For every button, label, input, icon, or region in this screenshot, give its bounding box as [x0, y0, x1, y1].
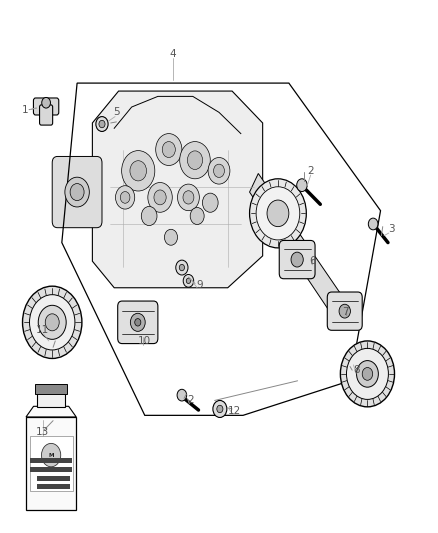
Circle shape	[186, 278, 191, 284]
Circle shape	[179, 264, 184, 271]
Circle shape	[65, 177, 89, 207]
Text: 6: 6	[310, 256, 316, 266]
Circle shape	[339, 304, 350, 318]
Text: 9: 9	[196, 280, 203, 290]
Circle shape	[187, 151, 203, 169]
Circle shape	[202, 193, 218, 212]
Circle shape	[176, 260, 188, 275]
Circle shape	[131, 313, 145, 332]
Polygon shape	[250, 173, 346, 322]
Bar	[26, 417, 76, 510]
Text: 11: 11	[35, 325, 49, 335]
FancyBboxPatch shape	[52, 157, 102, 228]
Polygon shape	[92, 91, 263, 288]
Circle shape	[130, 161, 147, 181]
Text: 7: 7	[343, 306, 349, 317]
Circle shape	[154, 190, 166, 205]
Circle shape	[38, 305, 66, 340]
Text: 2: 2	[307, 166, 314, 176]
Circle shape	[177, 389, 187, 401]
Text: M: M	[48, 453, 54, 458]
Bar	[30, 467, 72, 472]
Circle shape	[357, 361, 378, 387]
FancyBboxPatch shape	[118, 301, 158, 344]
Text: 4: 4	[170, 49, 177, 59]
Bar	[37, 392, 65, 407]
Text: 3: 3	[388, 224, 395, 235]
Text: 8: 8	[353, 365, 360, 375]
Circle shape	[267, 200, 289, 227]
Circle shape	[213, 400, 227, 417]
Circle shape	[96, 117, 108, 132]
Circle shape	[70, 183, 84, 200]
FancyBboxPatch shape	[279, 240, 315, 279]
Bar	[29, 435, 73, 491]
Circle shape	[183, 191, 194, 204]
Text: 12: 12	[228, 406, 241, 416]
FancyBboxPatch shape	[33, 98, 59, 115]
FancyBboxPatch shape	[327, 292, 362, 330]
Circle shape	[177, 184, 199, 211]
Bar	[37, 484, 70, 489]
Text: 13: 13	[35, 427, 49, 438]
Circle shape	[122, 151, 155, 191]
Circle shape	[120, 191, 130, 203]
Bar	[37, 476, 70, 481]
Text: 2: 2	[187, 395, 194, 406]
Circle shape	[250, 179, 306, 248]
Circle shape	[162, 142, 175, 158]
Circle shape	[135, 319, 141, 326]
Circle shape	[256, 187, 300, 240]
Bar	[30, 458, 72, 463]
Text: 10: 10	[138, 336, 152, 346]
Circle shape	[22, 286, 82, 359]
Circle shape	[368, 218, 378, 230]
Circle shape	[42, 443, 61, 467]
Circle shape	[45, 314, 59, 331]
Circle shape	[291, 252, 303, 267]
Circle shape	[155, 134, 182, 165]
Circle shape	[183, 274, 194, 287]
Circle shape	[99, 120, 105, 128]
Bar	[35, 384, 67, 393]
Circle shape	[29, 295, 75, 350]
Text: 1: 1	[21, 104, 28, 115]
Circle shape	[346, 349, 389, 399]
Circle shape	[297, 179, 307, 191]
Circle shape	[340, 341, 395, 407]
Circle shape	[180, 142, 210, 179]
Circle shape	[141, 206, 157, 225]
Circle shape	[116, 185, 135, 209]
FancyBboxPatch shape	[39, 105, 53, 125]
Polygon shape	[26, 406, 76, 417]
Circle shape	[362, 368, 373, 380]
Circle shape	[217, 405, 223, 413]
Text: 5: 5	[113, 107, 120, 117]
Circle shape	[214, 164, 224, 177]
Circle shape	[190, 207, 204, 224]
Circle shape	[164, 229, 177, 245]
Circle shape	[208, 158, 230, 184]
Circle shape	[42, 98, 50, 108]
Circle shape	[148, 182, 172, 212]
